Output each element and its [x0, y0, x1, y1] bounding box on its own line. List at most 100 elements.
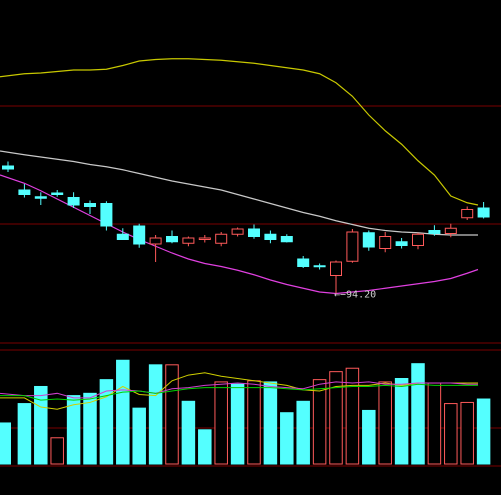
price-moving-averages: [0, 58, 479, 295]
candle: [412, 232, 424, 250]
candle: [264, 230, 277, 244]
grid-lines: [0, 105, 501, 467]
candle-body: [182, 237, 195, 244]
candle: [2, 161, 14, 172]
volume-bar: [0, 422, 11, 465]
candle: [34, 192, 47, 205]
volume-bar: [230, 383, 245, 465]
candle: [67, 192, 80, 208]
volume-bar: [394, 378, 409, 465]
candle: [346, 229, 359, 263]
volume-bar: [148, 364, 163, 465]
candle: [248, 224, 260, 239]
moving-average-line-2: [0, 150, 478, 236]
candle: [313, 263, 326, 270]
volume-bar: [50, 437, 64, 465]
candle-body: [428, 230, 441, 234]
candle-body: [67, 197, 80, 206]
volume-bar: [280, 412, 294, 465]
candle: [477, 202, 490, 219]
candle-body: [84, 203, 96, 207]
candle-body: [2, 165, 14, 170]
candle: [182, 236, 195, 247]
volume-bar: [83, 392, 97, 465]
candle: [100, 201, 113, 231]
candle: [116, 228, 129, 240]
candle: [133, 223, 146, 248]
candle-body: [395, 241, 408, 246]
volume-bar: [476, 398, 491, 465]
candle-body: [18, 189, 31, 195]
candle: [330, 260, 342, 294]
moving-average-line-3: [0, 174, 479, 295]
candle: [231, 227, 244, 237]
volume-bar: [345, 367, 360, 465]
volume-bar: [17, 403, 32, 465]
price-annotations: ←−94.20: [334, 290, 376, 301]
volume-bar: [296, 400, 310, 465]
candle: [215, 232, 228, 247]
candle: [379, 232, 392, 253]
candle-body: [100, 203, 113, 227]
candle-body: [313, 265, 326, 268]
volume-bar: [116, 359, 130, 465]
candle: [51, 190, 64, 197]
candle-body: [248, 228, 260, 237]
volume-bar: [263, 381, 278, 465]
candle-body: [379, 236, 392, 249]
volume-bar: [329, 371, 343, 465]
candle: [149, 235, 162, 262]
volume-bar: [99, 379, 114, 465]
candle: [461, 206, 474, 220]
candle-body: [149, 237, 162, 245]
volume-average-line-3: [0, 383, 478, 401]
candle: [280, 234, 293, 243]
candle: [362, 230, 375, 251]
volume-bar: [460, 401, 474, 465]
candle-body: [297, 258, 310, 267]
volume-bar: [411, 363, 425, 465]
low-price-label: ←−94.20: [334, 290, 376, 301]
candle-body: [264, 233, 277, 240]
candle: [166, 230, 178, 244]
volume-bar: [198, 429, 212, 465]
candle-body: [362, 232, 375, 248]
moving-average-line-1: [0, 58, 479, 206]
candle: [428, 225, 441, 236]
candle-body: [133, 225, 146, 245]
volume-bar: [132, 407, 146, 465]
volume-average-line-1: [0, 372, 478, 410]
candle: [444, 223, 457, 238]
candle-body: [461, 209, 474, 219]
candle-body: [330, 261, 342, 276]
volume-bar: [444, 403, 458, 465]
candle-body: [166, 236, 178, 243]
candle-body: [231, 228, 244, 235]
candle-body: [477, 207, 490, 218]
candle: [84, 200, 96, 214]
volume-bar: [247, 380, 261, 465]
candle-body: [198, 237, 211, 240]
candle-body: [34, 196, 47, 199]
candlestick-series: [2, 161, 490, 294]
volume-bar: [312, 379, 327, 465]
candle-body: [215, 233, 228, 244]
candle: [198, 235, 211, 243]
candle-body: [51, 192, 64, 195]
candle-body: [116, 233, 129, 240]
candle-body: [280, 236, 293, 243]
volume-average-line-2: [0, 381, 478, 399]
volume-bar: [181, 400, 196, 465]
candle-body: [412, 233, 424, 246]
volume-bar: [34, 385, 48, 465]
candle: [297, 256, 310, 268]
candle-body: [444, 227, 457, 234]
candle: [395, 238, 408, 249]
candle: [18, 184, 31, 198]
volume-bar: [427, 382, 442, 465]
volume-moving-averages: [0, 372, 478, 410]
volume-bar: [362, 409, 376, 465]
volume-bar: [66, 395, 81, 465]
volume-bar: [214, 381, 228, 465]
